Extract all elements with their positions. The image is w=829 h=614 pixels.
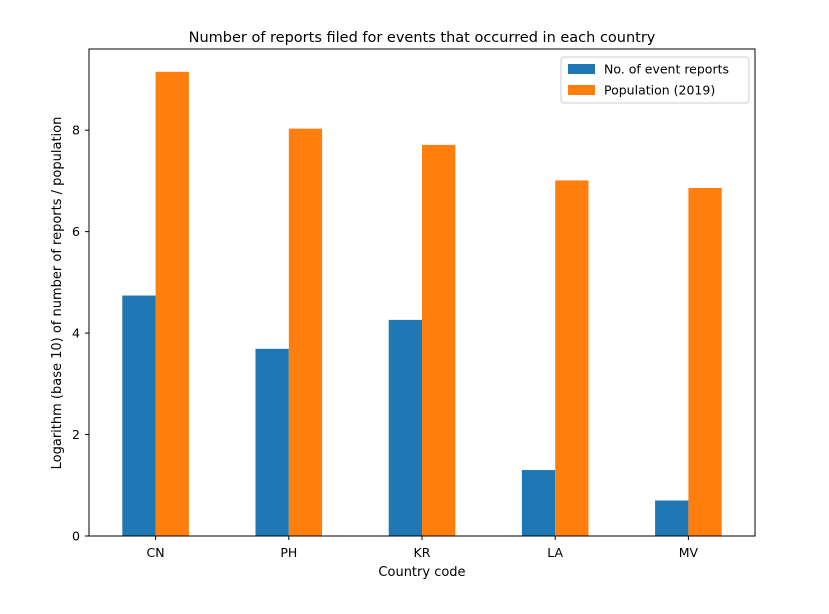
chart-title: Number of reports filed for events that … (189, 30, 656, 46)
bars-group (122, 71, 722, 537)
x-tick-label-mv: MV (679, 545, 699, 560)
x-axis-label: Country code (378, 565, 465, 580)
x-tick-label-cn: CN (147, 545, 165, 560)
y-axis-label: Logarithm (base 10) of number of reports… (50, 117, 65, 470)
y-tick-label-8: 8 (72, 123, 80, 138)
legend: No. of event reports Population (2019) (560, 56, 750, 104)
bar-event-reports-cn (122, 295, 156, 536)
legend-box (560, 56, 750, 104)
x-axis-ticks: CN PH KR LA MV (147, 536, 699, 560)
bar-event-reports-kr (388, 319, 422, 536)
legend-swatch-event-reports (568, 64, 595, 74)
x-tick-label-kr: KR (414, 545, 431, 560)
bar-event-reports-mv (655, 500, 689, 536)
plot-frame (88, 48, 756, 537)
legend-swatch-population (568, 85, 595, 95)
y-tick-label-0: 0 (72, 529, 80, 544)
y-tick-label-2: 2 (72, 427, 80, 442)
x-tick-label-ph: PH (280, 545, 297, 560)
bar-population-mv (688, 187, 722, 536)
bar-population-kr (422, 144, 456, 537)
bar-population-ph (288, 128, 323, 537)
y-tick-label-4: 4 (72, 326, 80, 341)
bar-population-cn (155, 71, 189, 536)
legend-label-population: Population (2019) (604, 83, 715, 98)
bar-event-reports-la (521, 470, 556, 536)
y-tick-label-6: 6 (72, 224, 80, 239)
bar-population-la (555, 180, 589, 536)
legend-label-event-reports: No. of event reports (604, 62, 729, 77)
y-axis-ticks: 0 2 4 6 8 (72, 123, 89, 544)
bar-event-reports-ph (255, 348, 289, 536)
x-tick-label-la: LA (547, 545, 563, 560)
